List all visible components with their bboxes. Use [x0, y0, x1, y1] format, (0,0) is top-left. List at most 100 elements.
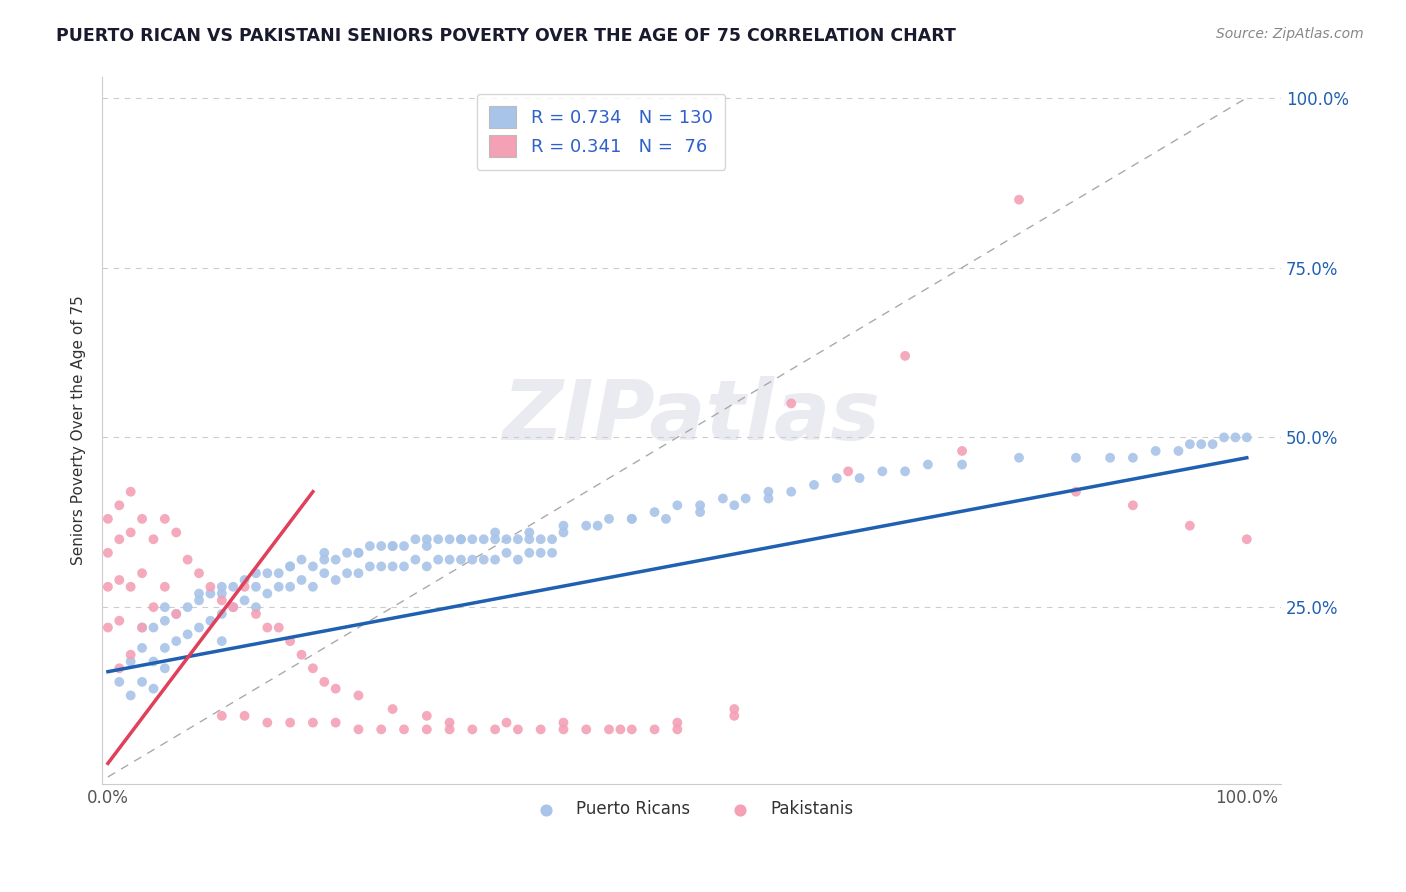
Point: [666, 723, 689, 737]
Point: [131, 640, 153, 655]
Point: [278, 559, 301, 574]
Text: ZIPatlas: ZIPatlas: [503, 376, 880, 457]
Point: [723, 498, 745, 512]
Point: [517, 525, 540, 540]
Point: [278, 559, 301, 574]
Point: [575, 723, 598, 737]
Point: [108, 498, 131, 512]
Point: [1167, 444, 1189, 458]
Point: [404, 533, 426, 547]
Point: [176, 600, 198, 615]
Point: [188, 593, 211, 607]
Point: [598, 512, 620, 526]
Point: [450, 533, 472, 547]
Point: [131, 621, 153, 635]
Point: [1064, 484, 1087, 499]
Point: [1122, 450, 1144, 465]
Point: [245, 600, 267, 615]
Point: [222, 600, 245, 615]
Point: [439, 533, 461, 547]
Point: [290, 648, 312, 662]
Point: [1144, 444, 1167, 458]
Point: [256, 715, 278, 730]
Point: [495, 715, 517, 730]
Point: [381, 559, 404, 574]
Point: [1213, 430, 1236, 444]
Point: [165, 607, 187, 621]
Point: [165, 525, 187, 540]
Point: [120, 525, 142, 540]
Point: [1099, 450, 1122, 465]
Point: [392, 723, 415, 737]
Point: [290, 552, 312, 566]
Point: [575, 518, 598, 533]
Point: [165, 607, 187, 621]
Point: [370, 539, 392, 553]
Point: [256, 566, 278, 581]
Point: [803, 478, 825, 492]
Point: [302, 715, 325, 730]
Point: [188, 621, 211, 635]
Point: [278, 634, 301, 648]
Point: [620, 512, 643, 526]
Point: [370, 559, 392, 574]
Point: [416, 539, 439, 553]
Point: [245, 566, 267, 581]
Point: [758, 484, 780, 499]
Point: [541, 533, 564, 547]
Point: [894, 464, 917, 478]
Point: [359, 559, 381, 574]
Point: [153, 661, 176, 675]
Point: [108, 661, 131, 675]
Point: [586, 518, 609, 533]
Point: [278, 715, 301, 730]
Point: [666, 715, 689, 730]
Point: [302, 661, 325, 675]
Point: [711, 491, 734, 506]
Point: [200, 614, 222, 628]
Point: [359, 539, 381, 553]
Point: [302, 559, 325, 574]
Point: [142, 600, 165, 615]
Point: [848, 471, 870, 485]
Point: [553, 525, 575, 540]
Point: [439, 715, 461, 730]
Point: [530, 546, 553, 560]
Point: [302, 580, 325, 594]
Point: [644, 723, 666, 737]
Point: [347, 689, 370, 703]
Point: [1064, 450, 1087, 465]
Point: [392, 559, 415, 574]
Point: [120, 580, 142, 594]
Point: [188, 566, 211, 581]
Point: [837, 464, 859, 478]
Point: [211, 586, 233, 600]
Point: [153, 614, 176, 628]
Point: [347, 546, 370, 560]
Point: [450, 552, 472, 566]
Point: [256, 586, 278, 600]
Point: [233, 580, 256, 594]
Point: [267, 621, 290, 635]
Point: [1236, 430, 1258, 444]
Point: [530, 723, 553, 737]
Point: [347, 566, 370, 581]
Point: [245, 580, 267, 594]
Point: [598, 723, 620, 737]
Point: [427, 533, 450, 547]
Point: [222, 580, 245, 594]
Point: [290, 573, 312, 587]
Point: [416, 559, 439, 574]
Point: [530, 533, 553, 547]
Point: [165, 634, 187, 648]
Text: PUERTO RICAN VS PAKISTANI SENIORS POVERTY OVER THE AGE OF 75 CORRELATION CHART: PUERTO RICAN VS PAKISTANI SENIORS POVERT…: [56, 27, 956, 45]
Point: [450, 533, 472, 547]
Point: [314, 674, 336, 689]
Point: [734, 491, 756, 506]
Point: [233, 708, 256, 723]
Point: [1225, 430, 1247, 444]
Point: [267, 580, 290, 594]
Point: [200, 586, 222, 600]
Point: [416, 708, 439, 723]
Point: [1189, 437, 1212, 451]
